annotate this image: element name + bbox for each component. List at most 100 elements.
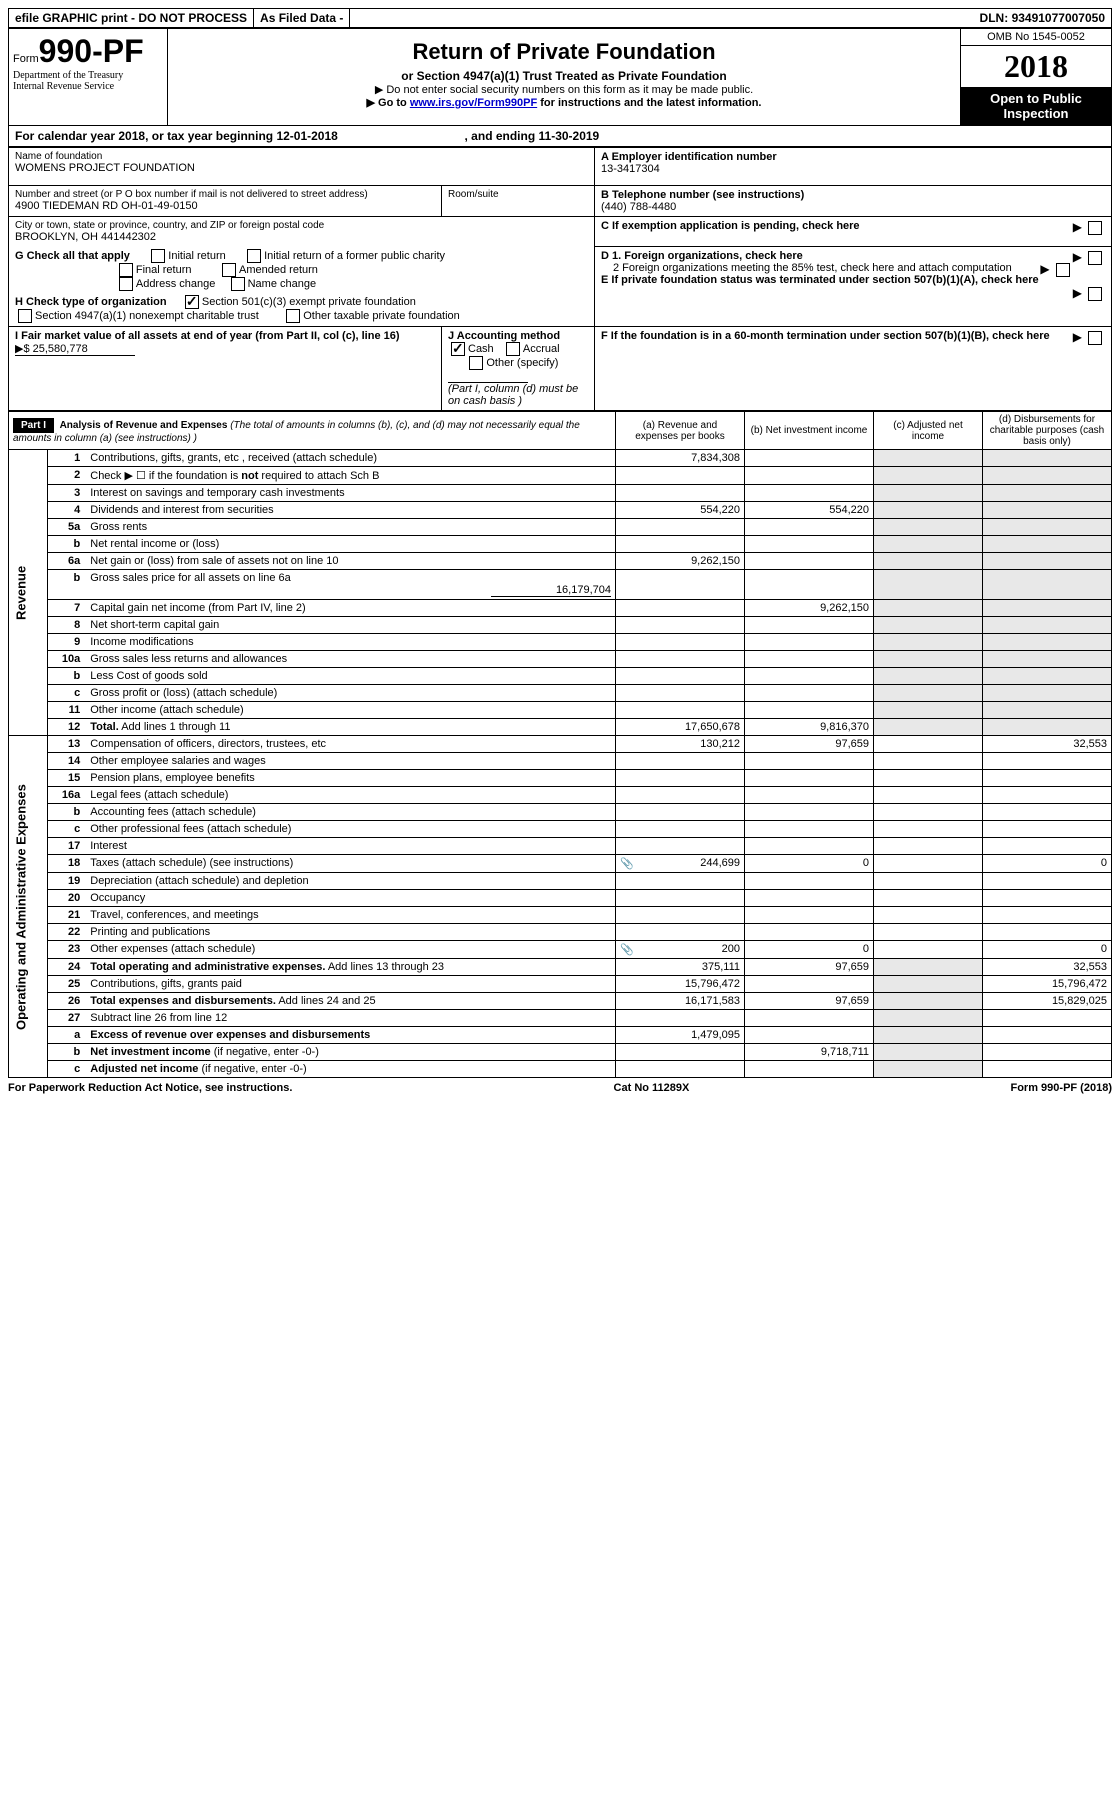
line-desc: Other employee salaries and wages [86,753,615,770]
line-number: 3 [48,485,87,502]
chk-amended[interactable] [222,263,236,277]
chk-accrual[interactable] [506,342,520,356]
col-c-val [874,873,983,890]
attachment-icon[interactable]: 📎 [620,943,634,956]
ein-value: 13-3417304 [601,163,1105,175]
i-label: I Fair market value of all assets at end… [15,330,400,342]
city-value: BROOKLYN, OH 441442302 [15,231,588,243]
table-row: 26Total expenses and disbursements. Add … [9,993,1112,1010]
footer-mid: Cat No 11289X [614,1082,690,1094]
line-desc: Excess of revenue over expenses and disb… [86,1027,615,1044]
line-desc: Gross sales less returns and allowances [86,651,615,668]
col-c-val [874,941,983,959]
col-a-val: 9,262,150 [616,553,745,570]
col-c-val [874,838,983,855]
line-number: 9 [48,634,87,651]
col-a-val [616,617,745,634]
line-desc: Adjusted net income (if negative, enter … [86,1061,615,1078]
table-row: 2Check ▶ ☐ if the foundation is not requ… [9,467,1112,485]
chk-e[interactable] [1088,287,1102,301]
g-row: G Check all that apply Initial return In… [15,249,588,291]
form-title: Return of Private Foundation [174,39,954,65]
chk-final[interactable] [119,263,133,277]
chk-4947[interactable] [18,309,32,323]
col-c-val [874,519,983,536]
line-desc: Other income (attach schedule) [86,702,615,719]
col-c-val [874,924,983,941]
col-c-val [874,570,983,600]
city-label: City or town, state or province, country… [15,220,588,231]
line-desc: Net gain or (loss) from sale of assets n… [86,553,615,570]
col-b-val [745,553,874,570]
dept-treasury: Department of the Treasury [13,70,163,81]
col-b-val: 0 [745,941,874,959]
line-desc: Gross profit or (loss) (attach schedule) [86,685,615,702]
name-label: Name of foundation [15,151,588,162]
col-c-val [874,976,983,993]
col-c-val [874,959,983,976]
chk-address[interactable] [119,277,133,291]
col-c-val [874,804,983,821]
col-c-val [874,736,983,753]
col-b-val: 9,816,370 [745,719,874,736]
col-d-val [983,467,1112,485]
col-d-val [983,651,1112,668]
col-d-val [983,838,1112,855]
table-row: cAdjusted net income (if negative, enter… [9,1061,1112,1078]
table-row: 4Dividends and interest from securities5… [9,502,1112,519]
line-number: c [48,821,87,838]
col-d-val [983,890,1112,907]
table-row: 20Occupancy [9,890,1112,907]
col-a-val: 📎244,699 [616,855,745,873]
chk-initial[interactable] [151,249,165,263]
col-c-val [874,1027,983,1044]
col-d: (d) Disbursements for charitable purpose… [983,412,1112,450]
footer-left: For Paperwork Reduction Act Notice, see … [8,1082,292,1094]
chk-d2[interactable] [1056,263,1070,277]
phone-label: B Telephone number (see instructions) [601,189,1105,201]
chk-c[interactable] [1088,221,1102,235]
col-b-val [745,702,874,719]
line-desc: Total operating and administrative expen… [86,959,615,976]
chk-other-method[interactable] [469,356,483,370]
col-d-val [983,485,1112,502]
table-row: 22Printing and publications [9,924,1112,941]
col-a-val [616,924,745,941]
table-row: 10aGross sales less returns and allowanc… [9,651,1112,668]
f-label: F If the foundation is in a 60-month ter… [601,330,1050,342]
col-d-val [983,570,1112,600]
chk-d1[interactable] [1088,251,1102,265]
col-c-val [874,617,983,634]
line-number: 12 [48,719,87,736]
col-a-val [616,536,745,553]
col-a-val: 📎200 [616,941,745,959]
col-c-val [874,553,983,570]
col-c-val [874,890,983,907]
col-c-val [874,821,983,838]
line-desc: Interest on savings and temporary cash i… [86,485,615,502]
chk-name[interactable] [231,277,245,291]
attachment-icon[interactable]: 📎 [620,857,634,870]
line-number: 1 [48,450,87,467]
col-d-val [983,553,1112,570]
col-a-val: 17,650,678 [616,719,745,736]
irs-link[interactable]: www.irs.gov/Form990PF [410,97,537,109]
col-c-val [874,993,983,1010]
line-number: 13 [48,736,87,753]
line-desc: Legal fees (attach schedule) [86,787,615,804]
col-b-val: 97,659 [745,959,874,976]
chk-f[interactable] [1088,331,1102,345]
chk-cash[interactable] [451,342,465,356]
d1-label: D 1. Foreign organizations, check here [601,250,803,262]
form-subtitle: or Section 4947(a)(1) Trust Treated as P… [174,69,954,83]
col-a-val: 554,220 [616,502,745,519]
footer-right: Form 990-PF (2018) [1010,1082,1112,1094]
chk-501c3[interactable] [185,295,199,309]
col-d-val [983,685,1112,702]
chk-other-taxable[interactable] [286,309,300,323]
col-c-val [874,719,983,736]
link-note: ▶ Go to www.irs.gov/Form990PF for instru… [174,96,954,109]
efile-notice: efile GRAPHIC print - DO NOT PROCESS [9,9,254,27]
col-d-val: 0 [983,855,1112,873]
chk-initial-former[interactable] [247,249,261,263]
